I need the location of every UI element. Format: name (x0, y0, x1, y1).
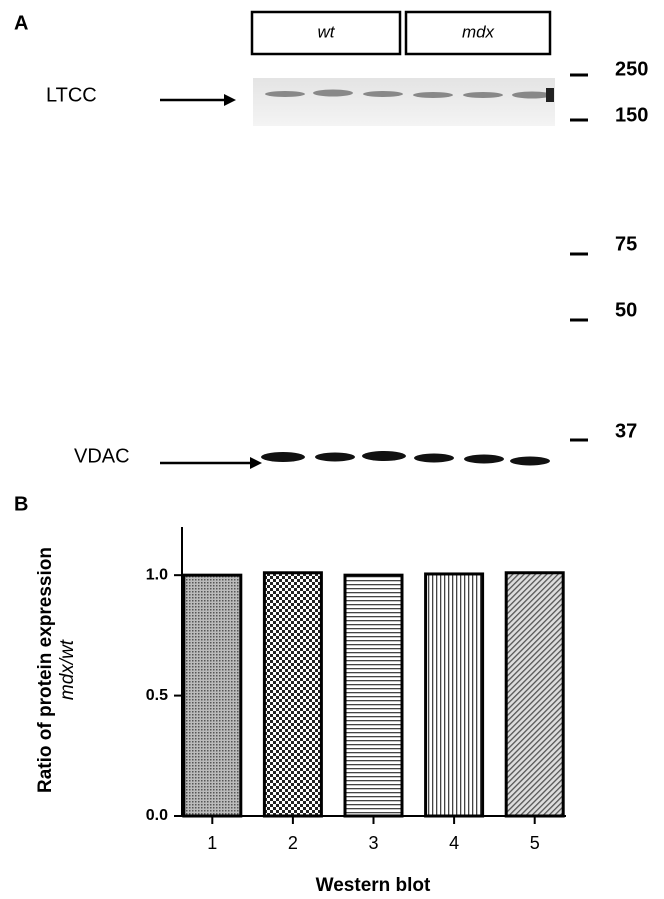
bar (426, 574, 483, 816)
marker-label: 37 (615, 420, 637, 442)
y-tick-label: 1.0 (146, 566, 168, 583)
x-axis-label: Western blot (316, 875, 431, 896)
bar (264, 573, 321, 816)
x-tick-label: 4 (449, 833, 459, 853)
blot-strip (253, 78, 555, 126)
group-label: wt (318, 22, 336, 41)
bar (506, 573, 563, 816)
marker-ticks (570, 75, 588, 440)
x-tick-label: 2 (288, 833, 298, 853)
marker-label: 75 (615, 233, 637, 255)
x-tick-label: 5 (530, 833, 540, 853)
group-label: mdx (462, 22, 495, 41)
figure: A wt mdx LTCC VDAC 250 150 75 50 37 B Ra… (0, 0, 664, 899)
panel-label: A (14, 12, 28, 34)
blot-edge (546, 88, 554, 102)
band-label: LTCC (46, 84, 97, 106)
arrows (160, 94, 262, 469)
vdac-bands (261, 451, 550, 466)
y-tick-label: 0.5 (146, 687, 168, 704)
marker-label: 50 (615, 299, 637, 321)
bar (345, 575, 402, 816)
x-tick-label: 1 (207, 833, 217, 853)
panel-label: B (14, 493, 28, 515)
y-axis-label: Ratio of protein expression (35, 547, 56, 793)
band-label: VDAC (74, 445, 130, 467)
marker-label: 150 (615, 104, 648, 126)
y-axis-label: mdx/wt (57, 639, 78, 700)
x-tick-label: 3 (368, 833, 378, 853)
bar (184, 575, 241, 816)
y-tick-label: 0.0 (146, 807, 168, 824)
marker-label: 250 (615, 58, 648, 80)
